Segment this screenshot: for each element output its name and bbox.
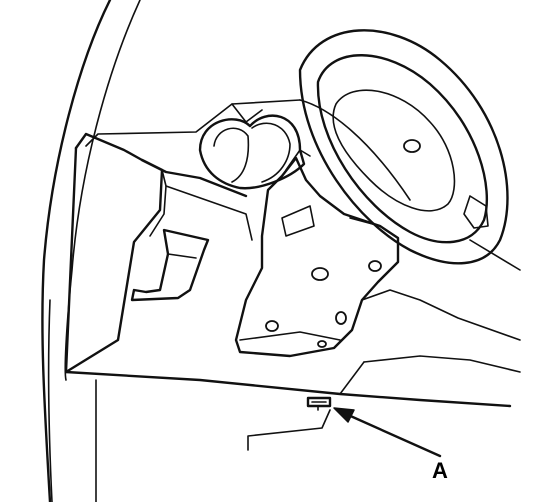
lower-trim [247, 409, 331, 451]
a-pillar [41, 0, 141, 502]
dash-left-panel [64, 132, 253, 374]
callout-arrow [333, 407, 442, 458]
callout-label-a: A [432, 458, 448, 483]
steering-column [234, 149, 400, 358]
steering-wheel [298, 29, 509, 265]
dash-vent [130, 228, 210, 302]
connector-a [306, 396, 332, 411]
lower-dash-edge [64, 289, 521, 502]
